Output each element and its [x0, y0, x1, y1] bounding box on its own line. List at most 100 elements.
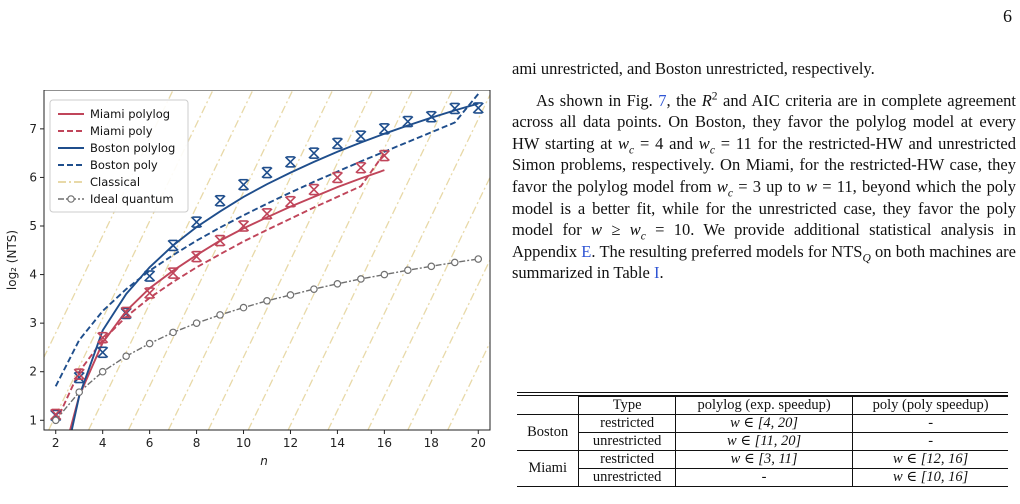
math-value: = 10: [645, 220, 691, 240]
ideal-quantum-marker: [75, 388, 84, 396]
boston-data-marker: [449, 102, 461, 115]
table-top-rule: [517, 392, 1008, 396]
legend-label-boston-poly: Boston poly: [90, 158, 158, 172]
x-tick-label: 8: [193, 436, 201, 450]
miami-data-marker: [214, 234, 226, 247]
classical-line: [247, 90, 414, 430]
math-value: = 4 and: [634, 133, 699, 153]
table-row: Miami restricted w ∈ [3, 11] w ∈ [12, 16…: [517, 450, 1008, 487]
math-value: = 3 up to: [732, 176, 806, 196]
text-run: . The resulting preferred models for: [591, 241, 832, 261]
page-number: 6: [1003, 6, 1012, 26]
table-header-type: Type: [578, 396, 676, 415]
x-tick-label: 14: [330, 436, 345, 450]
figure-ref-link[interactable]: 7: [658, 90, 667, 110]
y-tick-label: 5: [29, 219, 37, 233]
paragraph-intro: ami unrestricted, and Boston unrestricte…: [512, 59, 875, 78]
classical-line: [207, 90, 374, 430]
math-r: R: [701, 90, 712, 110]
table-cell-polylog: w ∈ [4, 20]: [674, 414, 854, 433]
boston-data-marker: [402, 115, 414, 128]
miami-data-marker: [144, 287, 156, 299]
boston-data-marker: [167, 239, 179, 252]
text-run: As shown in Fig.: [536, 90, 659, 110]
y-tick-label: 1: [29, 413, 37, 427]
text-run: and AIC criteria are in complete agreeme…: [512, 90, 1016, 153]
math-nts: NTS: [831, 241, 863, 261]
table-header-empty: [517, 396, 580, 415]
x-tick-label: 10: [236, 436, 251, 450]
ideal-quantum-marker: [333, 280, 342, 288]
miami-data-marker: [191, 250, 203, 263]
text-run: on both machines are summarized in Table: [512, 241, 1016, 283]
math-w: w: [591, 220, 603, 240]
miami-data-marker: [120, 306, 132, 319]
y-tick-label: 2: [29, 365, 37, 379]
ideal-quantum-marker: [310, 285, 318, 293]
series-line-miami-poly: [54, 152, 386, 424]
results-table: Type polylog (exp. speedup) poly (poly s…: [517, 396, 1008, 487]
x-tick-label: 18: [424, 436, 439, 450]
table-row: Boston restricted w ∈ [4, 20] -: [517, 414, 1008, 451]
miami-data-marker: [97, 331, 109, 344]
table-ref-link[interactable]: I: [653, 263, 660, 283]
boston-data-marker: [191, 216, 203, 228]
ideal-quantum-marker: [145, 339, 154, 348]
legend-label-classical: Classical: [90, 175, 140, 189]
boston-data-marker: [308, 147, 320, 159]
series-line-boston-poly: [54, 93, 480, 387]
table-row: unrestricted - w ∈ [10, 16]: [517, 468, 1008, 487]
legend: Miami polylog Miami poly Boston polylog …: [49, 99, 189, 213]
math-sub: Q: [862, 252, 871, 265]
table-cell-type: unrestricted: [578, 468, 676, 487]
ideal-quantum-marker: [239, 303, 248, 312]
boston-data-marker: [378, 123, 390, 135]
table-cell-polylog: w ∈ [3, 11]: [674, 450, 854, 469]
math-sub: c: [629, 144, 635, 157]
text-run: , beyond which the poly model is a bette…: [512, 176, 1016, 240]
math-w: w: [629, 220, 641, 240]
math-sub: c: [727, 187, 733, 200]
x-tick-label: 6: [146, 436, 154, 450]
classical-line: [367, 175, 490, 430]
legend-label-boston-polylog: Boston polylog: [90, 141, 175, 155]
x-tick-label: 16: [377, 436, 392, 450]
table-cell-machine: Boston: [517, 414, 580, 451]
y-tick-label: 4: [29, 268, 37, 282]
y-tick-label: 3: [29, 316, 37, 330]
x-tick-label: 2: [52, 436, 60, 450]
table-cell-poly: w ∈ [12, 16]: [852, 450, 1008, 469]
ideal-quantum-marker: [122, 352, 130, 360]
math-w: w: [698, 133, 710, 153]
body-text: ami unrestricted, and Boston unrestricte…: [512, 58, 1016, 284]
ideal-quantum-marker: [98, 367, 107, 376]
math-value: = 11: [714, 133, 752, 153]
boston-data-marker: [284, 156, 297, 168]
boston-data-marker: [331, 137, 343, 150]
miami-data-marker: [167, 267, 179, 279]
math-op: ≥: [602, 220, 630, 240]
ideal-quantum-marker: [404, 266, 412, 275]
y-tick-label: 7: [29, 122, 37, 136]
ideal-quantum-marker: [51, 416, 60, 425]
text-run: for the restricted-HW and unrestricted S…: [512, 133, 1016, 196]
paragraph-main: As shown in Fig. 7, the R2 and AIC crite…: [512, 90, 1016, 284]
table-header-row: Type polylog (exp. speedup) poly (poly s…: [517, 396, 1008, 415]
math-w: w: [805, 176, 817, 196]
boston-data-marker: [425, 110, 437, 123]
x-tick-label: 20: [471, 436, 486, 450]
table-cell-poly: w ∈ [10, 16]: [852, 468, 1008, 487]
x-axis-label: n: [260, 454, 268, 468]
ideal-quantum-marker: [286, 291, 295, 299]
y-axis-label: log₂ (NTS): [5, 230, 19, 290]
boston-data-marker: [214, 194, 226, 207]
miami-data-marker: [331, 171, 343, 184]
ideal-quantum-marker: [427, 262, 436, 271]
ideal-quantum-marker: [169, 328, 177, 337]
miami-data-marker: [73, 368, 85, 380]
miami-data-marker: [237, 220, 250, 232]
appendix-ref-link[interactable]: E: [581, 241, 592, 261]
ideal-quantum-marker: [263, 297, 271, 305]
series-line-boston-polylog: [70, 102, 479, 430]
